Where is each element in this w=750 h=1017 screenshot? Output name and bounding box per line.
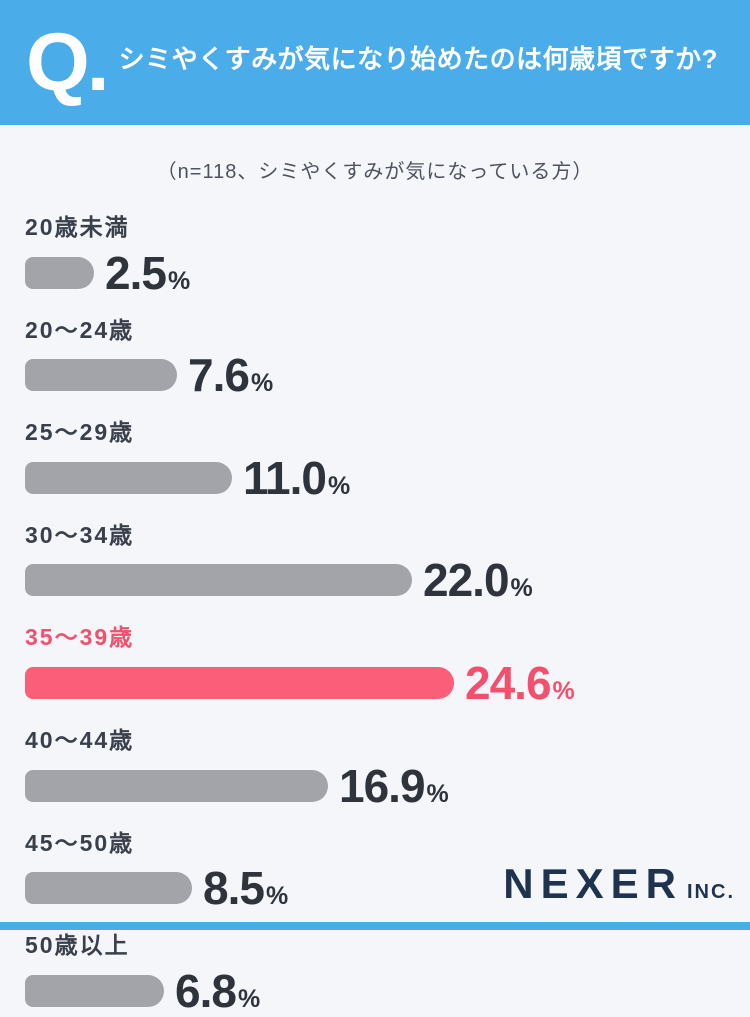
logo-suffix: INC. (687, 881, 735, 903)
nexer-logo: NEXER INC. (503, 860, 735, 908)
bar-value-unit: % (167, 266, 191, 295)
bar-category-label: 30〜34歳 (25, 521, 135, 548)
bar-line: 8.5% (25, 865, 750, 911)
bar-value-number: 2.5 (105, 246, 167, 299)
question-title: シミやくすみが気になり始めたのは何歳頃ですか? (118, 43, 718, 74)
chart-row: 50歳以上 6.8% (25, 932, 750, 1014)
bar-value-number: 24.6 (465, 656, 552, 709)
bar (25, 564, 412, 597)
bar-value-number: 7.6 (188, 349, 250, 402)
bar (25, 872, 192, 905)
bar-value-number: 11.0 (243, 451, 327, 504)
bar-value-unit: % (265, 882, 289, 911)
bar-category-label: 40〜44歳 (25, 726, 135, 753)
chart-row: 40〜44歳 16.9% (25, 727, 750, 809)
bar-category-label: 20歳未満 (25, 214, 130, 240)
bar-value-unit: % (328, 471, 351, 500)
bar-value-number: 6.8 (175, 964, 237, 1017)
bar (25, 461, 232, 494)
bar-category-label: 25〜29歳 (25, 419, 135, 446)
bar-category-label: 20〜24歳 (25, 316, 135, 343)
chart-row: 20歳未満 2.5% (25, 214, 750, 296)
bar-value: 2.5% (105, 250, 190, 296)
chart-row: 35〜39歳 24.6% (25, 624, 750, 706)
bottom-accent-bar (0, 922, 750, 930)
logo-text: NEXER (503, 860, 683, 907)
bar-line: 16.9% (25, 763, 750, 809)
bar-category-label: 35〜39歳 (25, 624, 135, 651)
question-header: Q. シミやくすみが気になり始めたのは何歳頃ですか? (0, 0, 750, 125)
bar-value-unit: % (426, 779, 449, 808)
survey-note: （n=118、シミやくすみが気になっている方） (156, 161, 594, 183)
bar-value-unit: % (237, 984, 261, 1013)
chart-row: 45〜50歳 8.5% (25, 829, 750, 911)
bar-value-number: 22.0 (423, 554, 510, 607)
bar-value: 8.5% (203, 865, 288, 911)
bar (25, 769, 328, 802)
bar (25, 974, 164, 1007)
bar (25, 256, 94, 289)
bar-value-unit: % (552, 676, 575, 705)
q-label: Q. (26, 16, 110, 108)
bar-category-label: 50歳以上 (25, 932, 130, 959)
bar-value: 11.0% (243, 455, 350, 501)
bar-line: 7.6% (25, 352, 750, 398)
chart-row: 30〜34歳 22.0% (25, 521, 750, 603)
bar-value-number: 16.9 (339, 759, 426, 812)
bar (25, 359, 177, 392)
bar-value: 24.6% (465, 660, 575, 706)
chart-row: 25〜29歳 11.0% (25, 419, 750, 501)
bar-category-label: 45〜50歳 (25, 829, 135, 856)
bar-line: 22.0% (25, 557, 750, 603)
bar-value: 6.8% (175, 968, 260, 1014)
bar-line: 6.8% (25, 968, 750, 1014)
bar-value: 22.0% (423, 557, 533, 603)
bar-value-unit: % (510, 574, 533, 603)
chart-row: 20〜24歳 7.6% (25, 316, 750, 398)
bar-value: 16.9% (339, 763, 449, 809)
bar-line: 2.5% (25, 250, 750, 296)
bar-line: 11.0% (25, 455, 750, 501)
bar (25, 666, 454, 699)
bar-value-unit: % (250, 369, 274, 398)
bar-value: 7.6% (188, 352, 273, 398)
bar-line: 24.6% (25, 660, 750, 706)
bar-value-number: 8.5 (203, 862, 265, 915)
